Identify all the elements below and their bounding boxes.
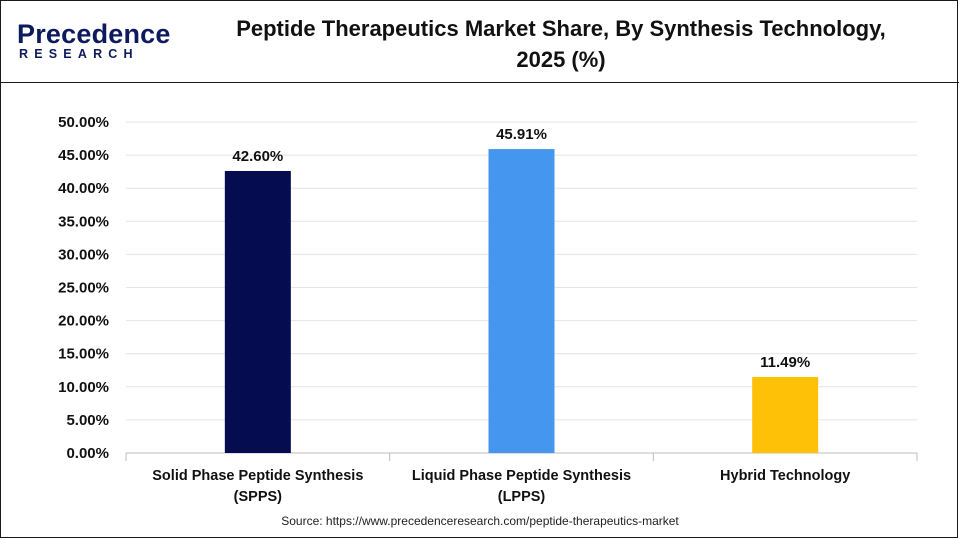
bar	[224, 170, 291, 453]
y-tick-label: 20.00%	[58, 313, 109, 330]
chart-title-line-1: Peptide Therapeutics Market Share, By Sy…	[236, 16, 886, 41]
bar	[488, 149, 555, 453]
y-tick-label: 15.00%	[58, 346, 109, 363]
chart-title-line-2: 2025 (%)	[516, 47, 606, 72]
chart-title: Peptide Therapeutics Market Share, By Sy…	[191, 13, 931, 75]
x-tick-label: (LPPS)	[498, 489, 546, 505]
logo-name: Precedence	[17, 19, 171, 49]
x-tick-label: Solid Phase Peptide Synthesis	[152, 468, 363, 484]
y-tick-label: 35.00%	[58, 213, 109, 230]
precedence-research-logo: Precedence RESEARCH	[15, 15, 170, 65]
source-note: Source: https://www.precedenceresearch.c…	[281, 514, 679, 528]
x-tick-label: Hybrid Technology	[720, 468, 850, 484]
y-tick-label: 40.00%	[58, 180, 109, 197]
y-tick-label: 0.00%	[66, 445, 109, 462]
logo-sub: RESEARCH	[19, 47, 139, 61]
data-label: 42.60%	[232, 148, 283, 165]
bar	[752, 376, 819, 453]
y-tick-label: 10.00%	[58, 379, 109, 396]
y-tick-label: 30.00%	[58, 246, 109, 263]
y-tick-label: 5.00%	[66, 412, 109, 429]
y-tick-label: 50.00%	[58, 114, 109, 131]
y-tick-label: 25.00%	[58, 280, 109, 297]
chart-header: Precedence RESEARCH Peptide Therapeutics…	[1, 1, 959, 83]
data-label: 45.91%	[496, 126, 547, 143]
x-tick-label: (SPPS)	[234, 489, 283, 505]
data-label: 11.49%	[760, 354, 810, 371]
x-tick-label: Liquid Phase Peptide Synthesis	[412, 468, 631, 484]
y-tick-label: 45.00%	[58, 147, 109, 164]
